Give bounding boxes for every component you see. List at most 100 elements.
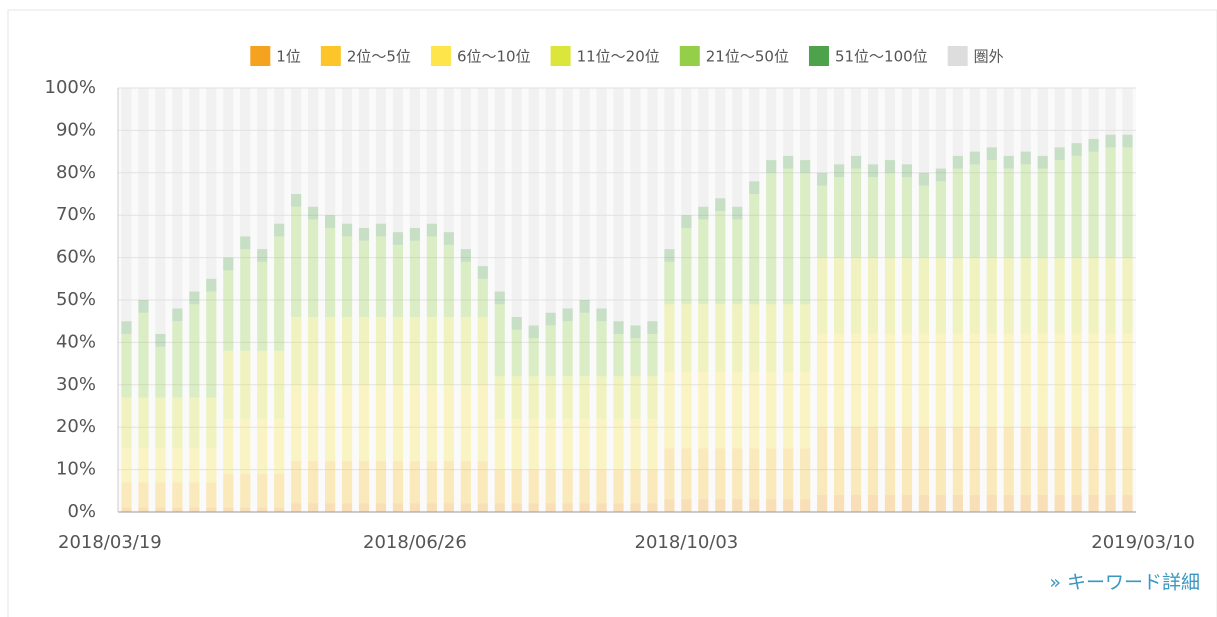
bar-segment [477, 384, 488, 462]
bar-segment [206, 448, 217, 483]
bar-segment [749, 304, 760, 373]
bar-segment [189, 448, 200, 483]
bar-segment [240, 473, 251, 508]
bar-segment [766, 88, 777, 161]
legend-label: 21位～50位 [706, 48, 789, 66]
bar-segment [1020, 151, 1031, 165]
bar-segment [1054, 427, 1065, 496]
y-tick-label: 20% [56, 416, 96, 437]
bar-segment [749, 194, 760, 305]
bar-segment [443, 316, 454, 385]
bar-segment [155, 88, 166, 334]
bar-segment [511, 376, 522, 419]
bar-segment [833, 88, 845, 165]
bar-segment [698, 448, 709, 500]
bar-segment [1054, 333, 1065, 428]
bar-segment [698, 219, 709, 305]
bar-segment [358, 227, 370, 241]
bar-segment [613, 469, 624, 504]
bar-segment [952, 495, 963, 512]
bar-segment [698, 499, 709, 512]
bar-segment [715, 304, 726, 373]
bar-segment [1054, 147, 1065, 161]
bar-segment [562, 469, 573, 504]
y-tick-label: 70% [56, 204, 96, 225]
legend-swatch [679, 46, 700, 66]
bar-segment [664, 304, 675, 373]
bar-segment [375, 88, 387, 224]
bar-segment [426, 88, 437, 224]
bar-segment [375, 316, 387, 385]
bar-segment [511, 88, 522, 317]
bar-segment [291, 503, 302, 512]
bar-segment [1054, 495, 1065, 512]
bar-segment [1105, 147, 1116, 258]
bar-segment [664, 372, 675, 449]
bar-segment [986, 147, 997, 161]
bar-segment [155, 482, 166, 508]
bar-segment [409, 316, 421, 385]
bar-segment [613, 333, 624, 377]
bar-segment [494, 469, 505, 504]
bar-segment [206, 397, 217, 449]
bar-segment [901, 88, 913, 165]
bar-segment [986, 257, 997, 334]
x-tick-label: 2018/10/03 [635, 532, 739, 553]
bar-segment [291, 88, 302, 194]
bar-segment [545, 312, 556, 326]
bar-segment [460, 316, 471, 385]
keyword-detail-link[interactable]: » キーワード詳細 [1049, 572, 1200, 594]
bar-segment [715, 448, 726, 500]
bar-segment [783, 168, 794, 305]
bar-segment [324, 227, 336, 317]
bar-segment [240, 88, 251, 237]
bar-segment [223, 88, 234, 258]
bar-segment [189, 304, 200, 398]
bar-segment [715, 88, 726, 199]
bar-segment [460, 461, 471, 504]
bar-segment [1071, 143, 1082, 156]
bar-segment [681, 227, 692, 305]
bar-segment [324, 384, 336, 462]
bar-segment [172, 321, 183, 398]
bar-segment [1088, 427, 1099, 496]
bar-segment [155, 346, 166, 398]
bar-segment [375, 223, 387, 237]
bar-segment [1122, 495, 1133, 512]
bar-segment [867, 88, 879, 165]
bar-segment [1020, 333, 1031, 428]
bar-segment [613, 88, 624, 322]
bar-segment [817, 495, 828, 512]
y-tick-label: 10% [56, 459, 96, 480]
bar-segment [257, 249, 268, 262]
bar-segment [935, 495, 946, 512]
bar-segment [613, 503, 624, 512]
bar-segment [528, 469, 539, 504]
bar-segment [766, 448, 777, 500]
bar-segment [460, 384, 471, 462]
bar-segment [409, 227, 421, 241]
bar-segment [409, 461, 421, 504]
bar-segment [426, 384, 437, 462]
bar-segment [850, 155, 862, 169]
bar-segment [562, 88, 573, 309]
y-tick-label: 50% [56, 289, 96, 310]
bar-segment [918, 257, 930, 334]
bar-segment [698, 88, 709, 207]
bar-segment [596, 503, 607, 512]
bar-segment [443, 461, 454, 504]
x-tick-label: 2018/06/26 [363, 532, 467, 553]
bar-segment [308, 219, 319, 317]
bar-segment [647, 88, 658, 322]
bar-segment [545, 88, 556, 313]
bar-segment [426, 461, 437, 504]
bar-segment [240, 418, 251, 474]
legend-label: 1位 [276, 48, 301, 66]
bar-segment [850, 168, 862, 258]
bar-segment [986, 427, 997, 496]
bar-segment [562, 376, 573, 419]
bar-segment [596, 308, 607, 322]
bar-segment [528, 376, 539, 419]
bar-segment [1037, 155, 1048, 169]
bar-segment [833, 164, 845, 178]
